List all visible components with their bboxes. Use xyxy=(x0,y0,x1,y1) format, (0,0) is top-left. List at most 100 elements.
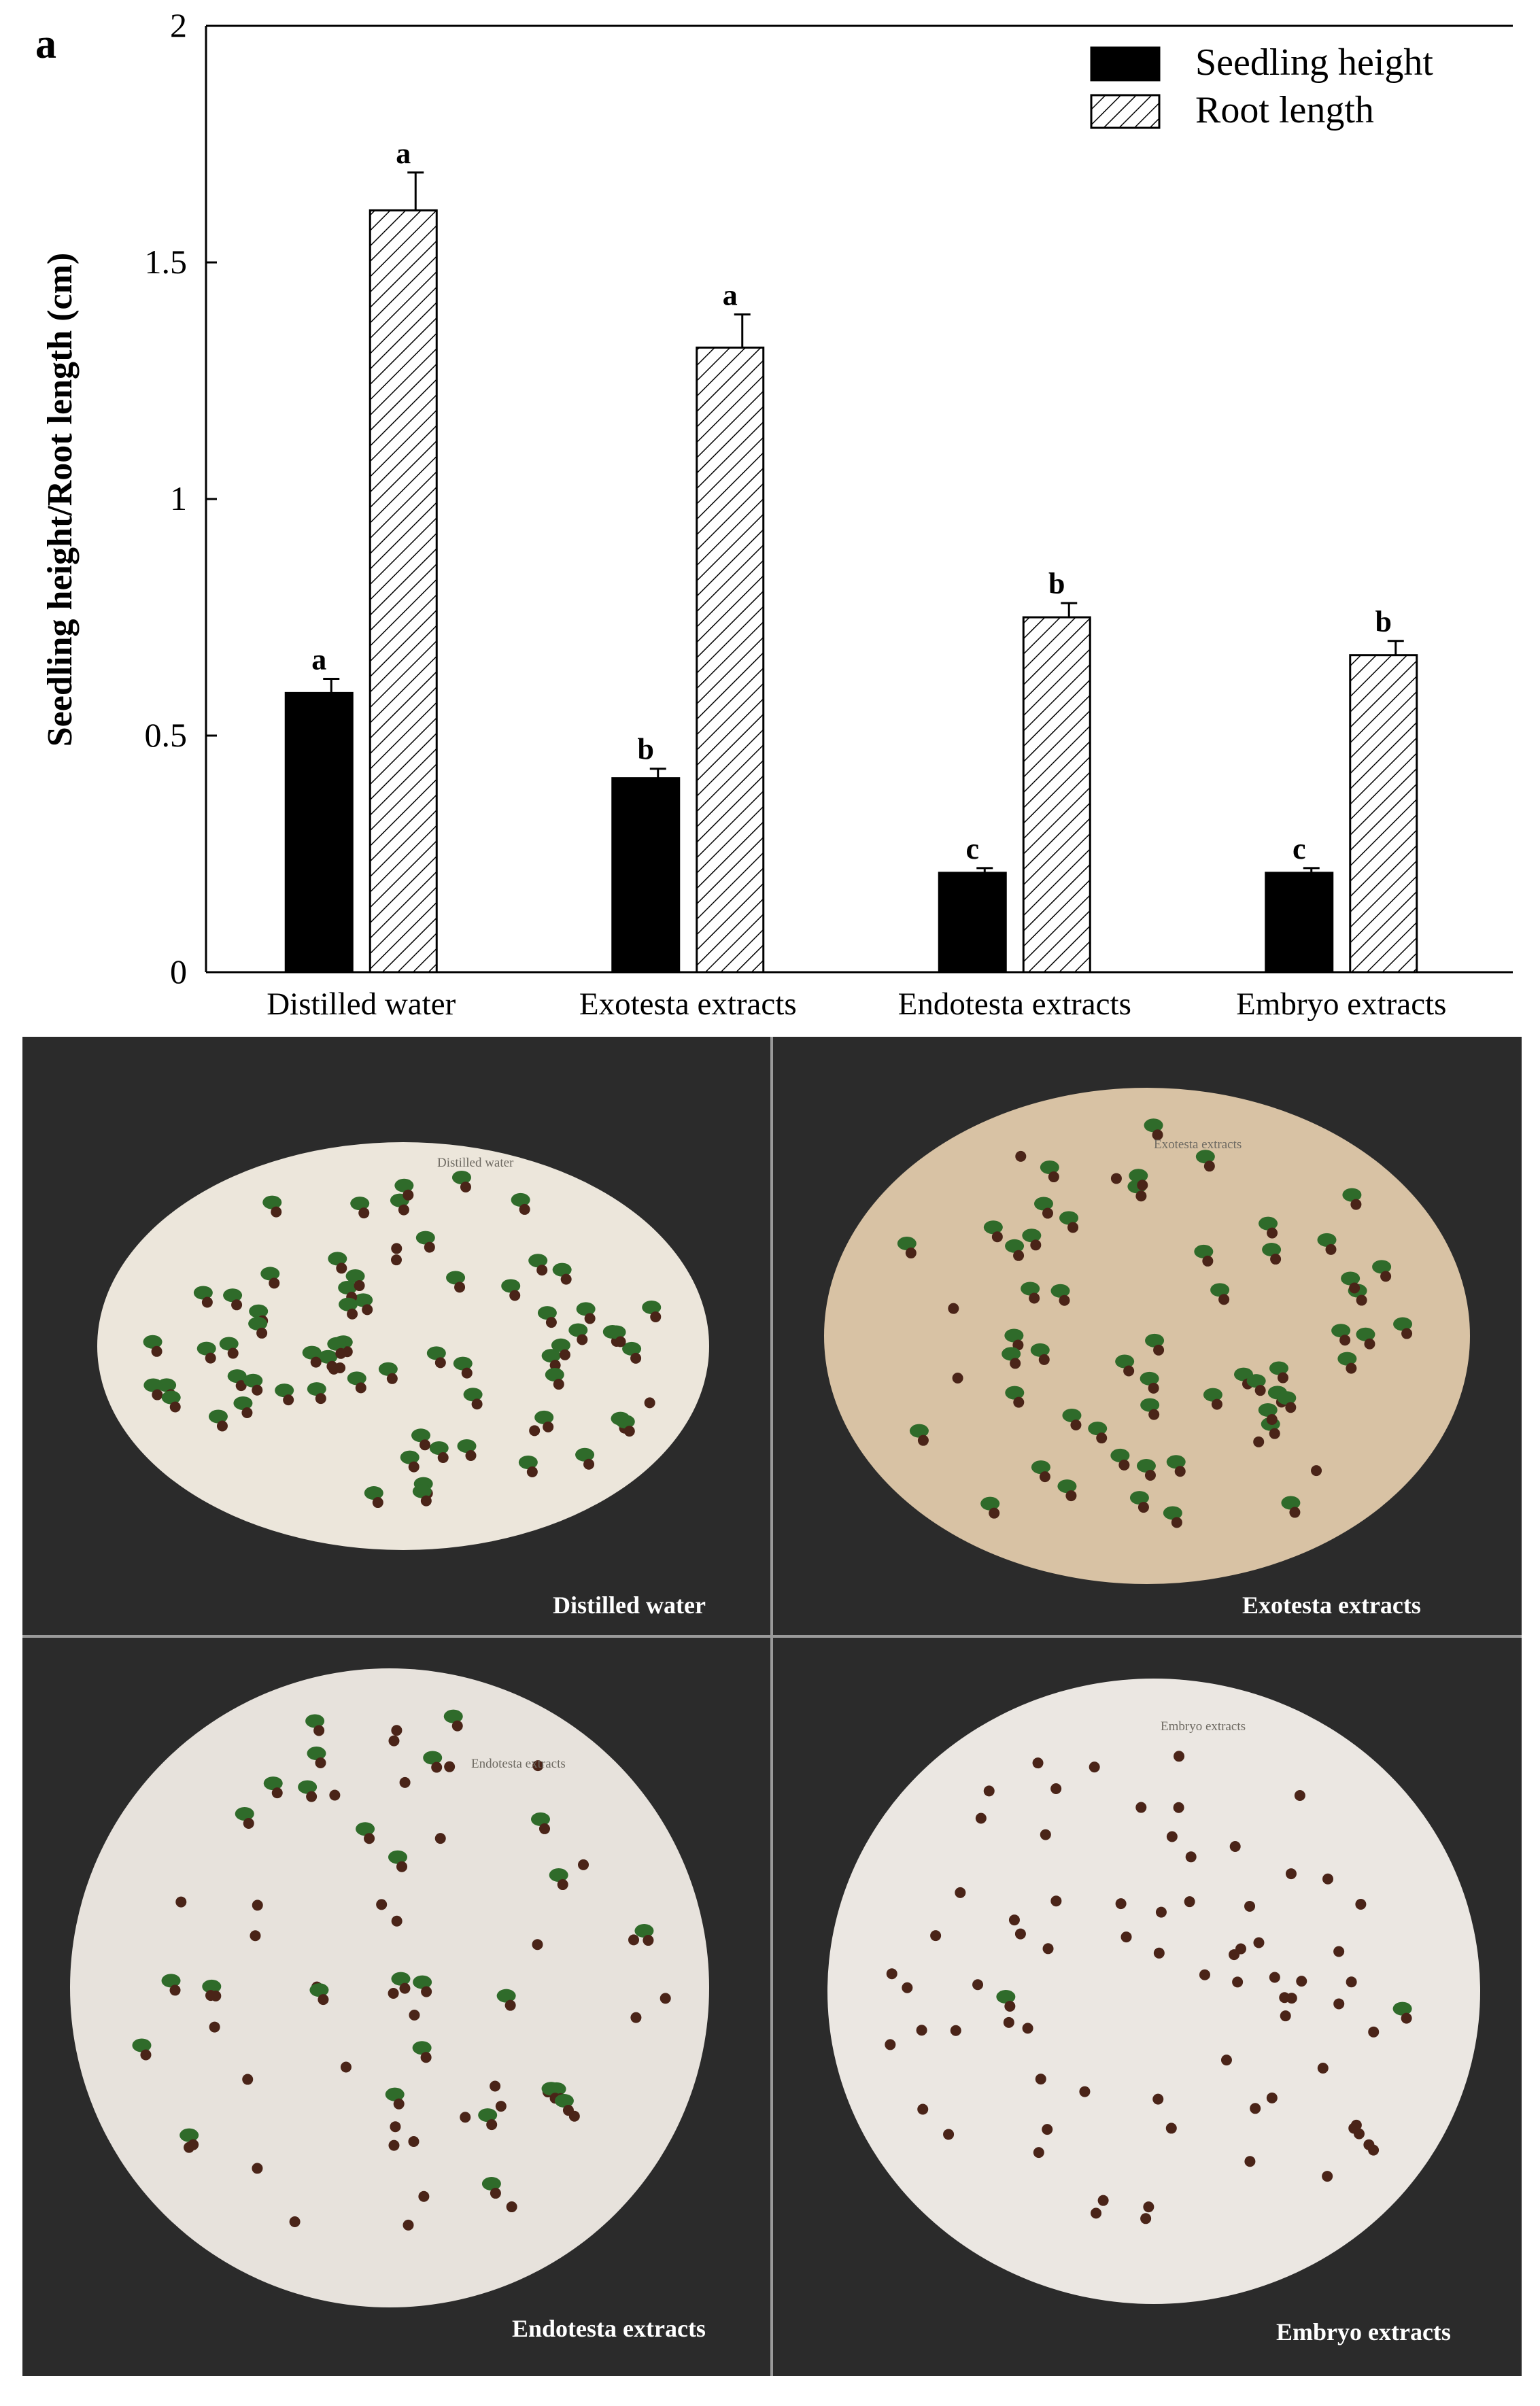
seed xyxy=(1144,1470,1156,1481)
seedling-leaf xyxy=(1194,1244,1214,1258)
seed xyxy=(948,1303,959,1314)
seedling-leaf xyxy=(1203,1388,1222,1402)
seed xyxy=(1346,1976,1357,1988)
seed xyxy=(1137,1502,1149,1513)
seed xyxy=(315,1393,326,1405)
seed xyxy=(916,2025,927,2036)
seed xyxy=(390,2121,401,2133)
seed xyxy=(1185,1851,1197,1863)
seed xyxy=(393,2098,405,2110)
seedling-leaf xyxy=(307,1747,326,1761)
seed xyxy=(1039,1471,1050,1483)
legend-swatch xyxy=(1090,46,1161,82)
seed xyxy=(1199,1969,1210,1980)
seedling-leaf xyxy=(350,1197,370,1211)
seed xyxy=(465,1449,477,1461)
seed xyxy=(991,1231,1003,1243)
panel-divider-vertical xyxy=(770,1037,773,2376)
bar-chart: a 0 0.5 1 1.5 2 Distilled water Exotesta extra… xyxy=(35,6,1513,1022)
seed xyxy=(630,1352,642,1364)
seed xyxy=(140,2049,152,2061)
seed xyxy=(434,1357,446,1369)
seedling-leaf xyxy=(385,2087,405,2101)
seedling-leaf xyxy=(1341,1271,1361,1286)
seed xyxy=(1013,1396,1025,1408)
seedling-leaf xyxy=(606,1325,626,1339)
seed xyxy=(1350,1199,1362,1210)
seed xyxy=(532,1760,544,1772)
seedling-leaf xyxy=(1062,1408,1082,1422)
seedling-leaf xyxy=(233,1396,253,1410)
significance-letter: c xyxy=(1293,832,1306,865)
seed xyxy=(509,1290,521,1301)
seedling-leaf xyxy=(501,1279,521,1293)
seedling-leaf xyxy=(1136,1459,1156,1473)
seedling-leaf xyxy=(338,1281,358,1295)
seed xyxy=(1038,1354,1050,1365)
seed xyxy=(1349,1282,1361,1294)
seed xyxy=(905,1248,917,1259)
seedling-leaf xyxy=(143,1335,162,1349)
seedling-leaf xyxy=(481,2177,501,2191)
seed xyxy=(420,1495,432,1507)
seed xyxy=(519,1203,530,1215)
seed xyxy=(209,2021,220,2033)
seed xyxy=(1110,1173,1122,1184)
seed xyxy=(335,1362,346,1373)
seed xyxy=(391,1243,403,1254)
seedling-leaf xyxy=(642,1300,662,1314)
seed xyxy=(152,1389,163,1400)
seed xyxy=(408,1461,420,1473)
seed xyxy=(1322,2171,1333,2182)
seedling-leaf xyxy=(415,1231,435,1245)
seed xyxy=(643,1935,654,1946)
seed xyxy=(886,1968,897,1980)
seedling-leaf xyxy=(1057,1479,1077,1494)
seedling-leaf xyxy=(157,1378,177,1392)
seed xyxy=(538,1823,550,1834)
seed xyxy=(271,1787,283,1799)
seed xyxy=(628,1934,640,1946)
seed xyxy=(388,1735,400,1747)
seedling-leaf xyxy=(537,1306,557,1320)
seedling-leaf xyxy=(413,1975,432,1989)
seed xyxy=(1353,2128,1365,2139)
seed xyxy=(1143,2201,1154,2213)
seedling-leaf xyxy=(518,1456,538,1470)
panel-divider-horizontal xyxy=(22,1635,1522,1638)
seedling-leaf xyxy=(345,1269,365,1284)
seedling-leaf xyxy=(412,1484,432,1498)
seed xyxy=(930,1930,942,1942)
seed xyxy=(243,1817,254,1829)
seedling-leaf xyxy=(411,1428,430,1443)
significance-letter: b xyxy=(638,733,654,766)
seed xyxy=(403,1189,414,1201)
seedling-leaf xyxy=(622,1341,642,1356)
seedling-leaf xyxy=(132,2038,152,2052)
seedling-leaf xyxy=(423,1751,443,1765)
seed xyxy=(1097,2195,1109,2206)
seedling-leaf xyxy=(549,1868,568,1883)
seed xyxy=(486,2119,498,2131)
dish-photo-panel: Embryo extracts Embryo extracts xyxy=(773,1638,1522,2376)
seed xyxy=(526,1466,538,1478)
seedling-leaf xyxy=(426,1346,446,1360)
seedling-leaf xyxy=(530,1812,550,1826)
dish-label: Distilled water xyxy=(553,1592,706,1619)
bar-root-length xyxy=(696,346,765,974)
seedling-leaf xyxy=(980,1496,1000,1511)
seedling-leaf xyxy=(328,1252,347,1266)
seed xyxy=(1280,2010,1291,2022)
seed xyxy=(1253,1436,1265,1447)
seedling-leaf xyxy=(309,1983,329,1997)
seedling-leaf xyxy=(478,2108,498,2123)
seed xyxy=(1059,1294,1070,1306)
seedling-leaf xyxy=(318,1350,338,1364)
seed xyxy=(460,2112,471,2123)
seedling-leaf xyxy=(554,2094,574,2108)
dish-image xyxy=(827,1679,1480,2304)
seedling-leaf xyxy=(354,1293,373,1307)
seedling-leaf xyxy=(1088,1422,1108,1436)
seed xyxy=(386,1373,398,1384)
seed xyxy=(376,1899,388,1910)
